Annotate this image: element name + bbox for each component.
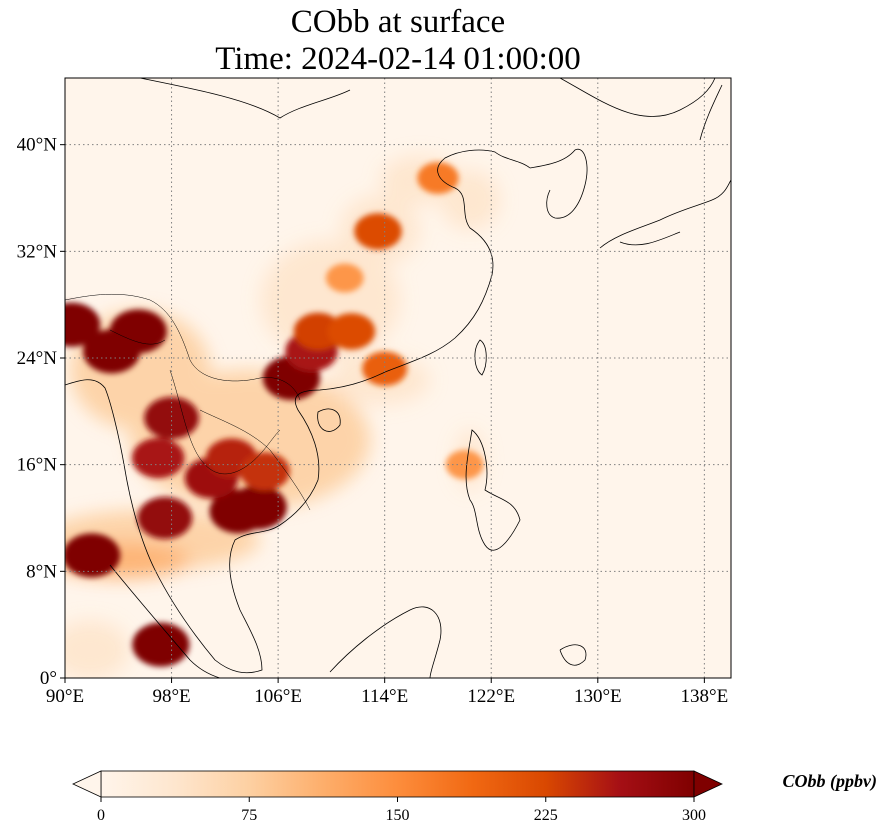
border-line bbox=[199, 409, 311, 511]
fire-hotspot bbox=[109, 309, 167, 354]
lon-tick-label: 122°E bbox=[467, 686, 515, 707]
colorbar-gradient-bar bbox=[100, 770, 695, 798]
lat-tick-label: 0° bbox=[40, 668, 57, 689]
border-line bbox=[109, 329, 166, 345]
border-line bbox=[65, 293, 301, 401]
fire-hotspot bbox=[445, 450, 484, 480]
coastline-korea bbox=[529, 148, 588, 219]
map-panel: 90°E 98°E 106°E 114°E 122°E 130°E 138°E 0° 8°N 1… bbox=[17, 77, 732, 707]
colorbar-ticks: 0 75 150 225 300 bbox=[97, 797, 706, 824]
latitude-ticks: 0° 8°N 16°N 24°N 32°N 40°N bbox=[17, 135, 65, 689]
fire-hotspot bbox=[65, 302, 101, 347]
lat-tick-label: 40°N bbox=[17, 135, 58, 156]
colorbar-label: CObb (ppbv) bbox=[783, 771, 877, 792]
gridlines bbox=[65, 78, 731, 678]
colorbar: 0 75 150 225 300 CObb (ppbv) bbox=[72, 770, 877, 824]
border-line bbox=[169, 369, 281, 475]
longitude-ticks: 90°E 98°E 106°E 114°E 122°E 130°E 138°E bbox=[46, 678, 728, 707]
fire-hotspot bbox=[144, 396, 199, 440]
colorbar-tick-label: 225 bbox=[534, 807, 558, 824]
colorbar-tick-label: 0 bbox=[97, 807, 105, 824]
lat-tick-label: 24°N bbox=[17, 348, 58, 369]
coastline-japan bbox=[599, 84, 731, 249]
fire-hotspot bbox=[137, 496, 193, 540]
lat-tick-label: 8°N bbox=[26, 561, 57, 582]
lon-tick-label: 98°E bbox=[152, 686, 190, 707]
fire-hotspot bbox=[65, 533, 121, 578]
colorbar-tick-label: 150 bbox=[386, 807, 410, 824]
coastlines bbox=[65, 78, 731, 678]
coastline-hainan bbox=[317, 408, 341, 432]
fire-hotspot bbox=[325, 263, 364, 293]
coastline-mainland bbox=[65, 149, 531, 674]
lat-tick-label: 16°N bbox=[17, 455, 58, 476]
coastline-siberia bbox=[139, 78, 716, 119]
coastline-sulawesi bbox=[559, 644, 587, 666]
lat-tick-label: 32°N bbox=[17, 241, 58, 262]
fire-hotspot bbox=[417, 162, 459, 194]
fire-hotspot bbox=[239, 452, 290, 491]
fire-hotspot bbox=[209, 489, 267, 534]
coastline-borneo bbox=[329, 606, 442, 678]
lon-tick-label: 106°E bbox=[254, 686, 302, 707]
coastline-sumatra bbox=[109, 564, 221, 678]
country-borders bbox=[65, 293, 311, 511]
lon-tick-label: 130°E bbox=[574, 686, 622, 707]
map-title-line-2: Time: 2024-02-14 01:00:00 bbox=[215, 41, 581, 77]
colorbar-tick-label: 75 bbox=[241, 807, 257, 824]
lon-tick-label: 90°E bbox=[46, 686, 84, 707]
map-frame bbox=[64, 77, 732, 679]
coastline-taiwan bbox=[474, 339, 487, 376]
fire-hotspots bbox=[65, 162, 484, 667]
fire-hotspot bbox=[132, 622, 190, 667]
fire-hotspot bbox=[293, 312, 343, 351]
lon-tick-label: 138°E bbox=[681, 686, 729, 707]
colorbar-tick-label: 300 bbox=[682, 807, 706, 824]
fire-hotspot bbox=[327, 313, 376, 350]
colorbar-extend-high bbox=[693, 770, 723, 798]
coastline-philippines bbox=[465, 429, 521, 551]
colorbar-extend-low bbox=[72, 770, 102, 798]
fire-hotspot bbox=[354, 213, 402, 250]
map-title-line-1: CObb at surface bbox=[290, 4, 506, 40]
concentration-field bbox=[65, 155, 500, 678]
lon-tick-label: 114°E bbox=[361, 686, 408, 707]
fire-hotspot bbox=[132, 437, 185, 479]
